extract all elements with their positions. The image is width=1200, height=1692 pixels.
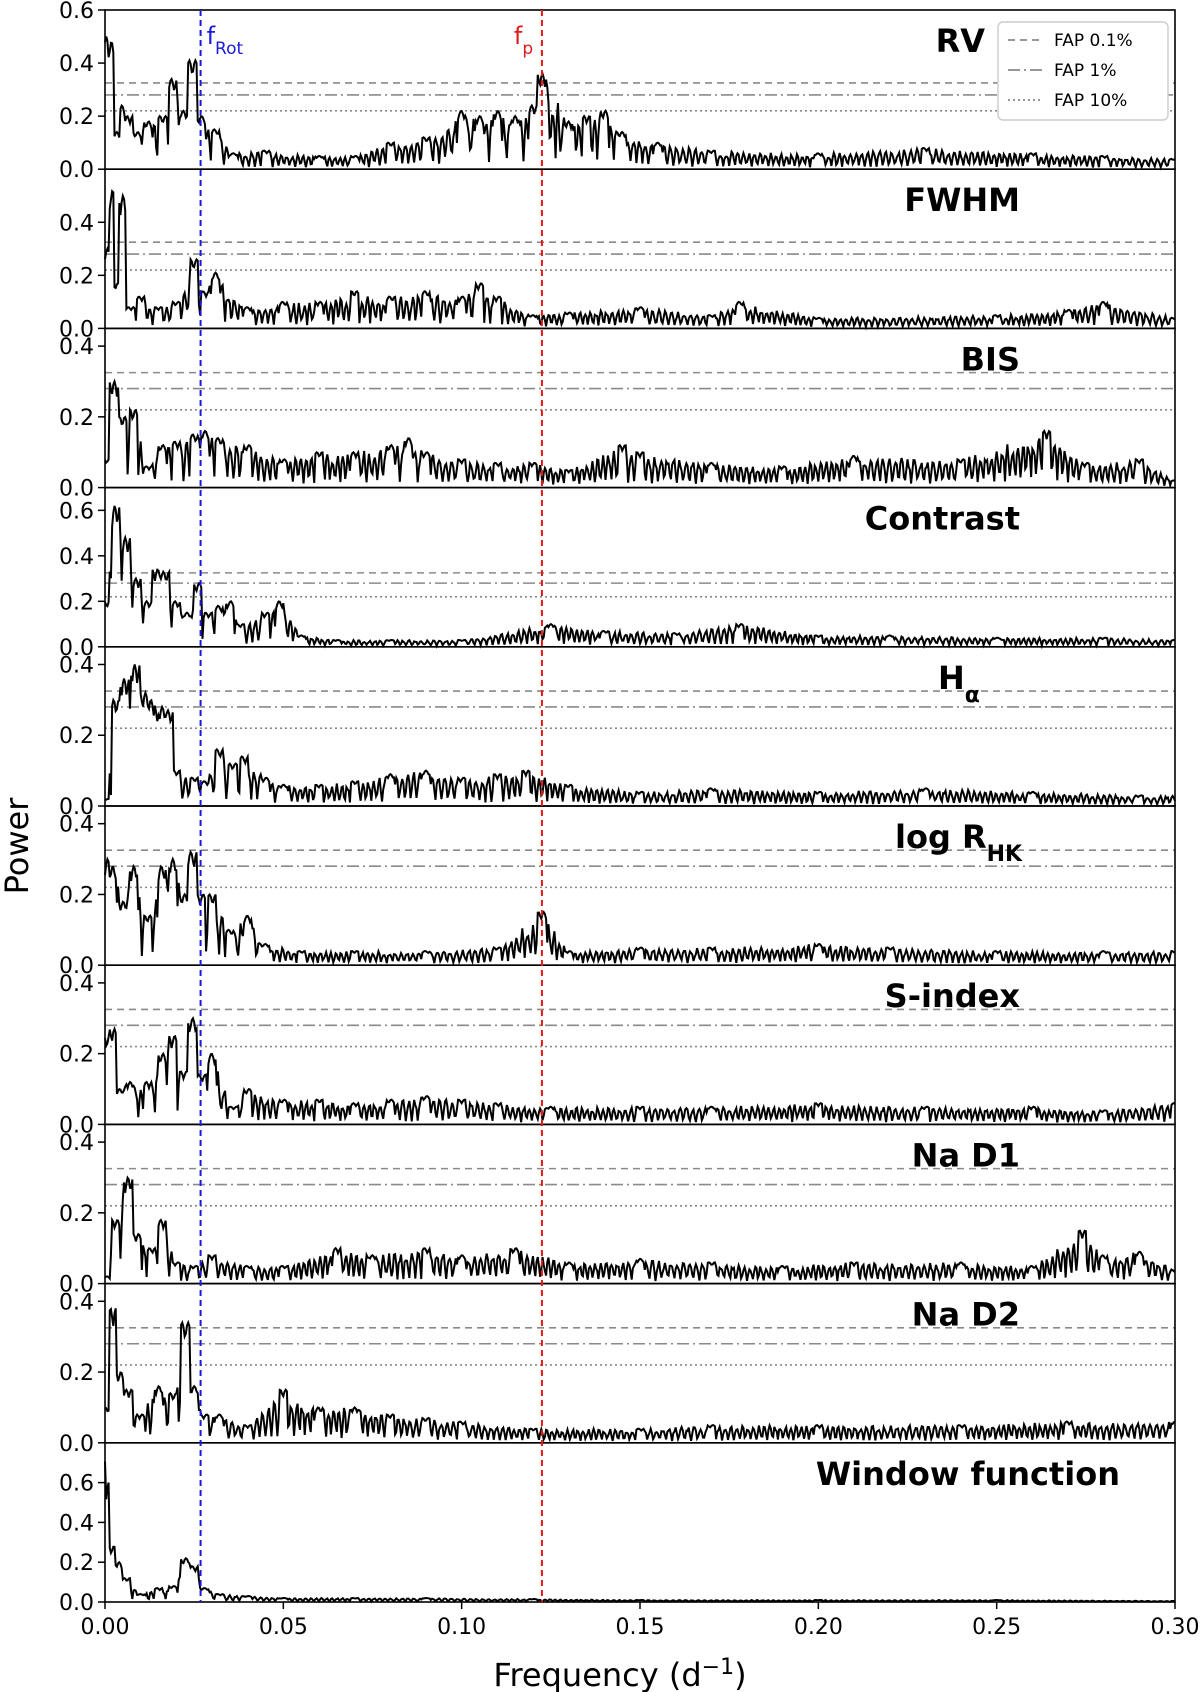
panel-label: Contrast xyxy=(865,500,1020,538)
y-tick-label: 0.4 xyxy=(59,52,94,77)
x-axis-label: Frequency (d−1) xyxy=(493,1655,746,1692)
y-tick-label: 0.4 xyxy=(59,653,94,678)
y-tick-label: 0.6 xyxy=(59,1472,94,1497)
y-tick-label: 0.0 xyxy=(59,1273,94,1298)
panel-s-index: 0.0 0.2 0.4 S-index xyxy=(59,964,1176,1138)
panel-label: log RHK xyxy=(895,818,1023,867)
panel-label-subscript: α xyxy=(965,682,980,707)
x-axis: 0.00 0.05 0.10 0.15 0.20 0.25 0.30 xyxy=(81,1602,1200,1640)
x-tick-label: 0.00 xyxy=(81,1615,130,1640)
panel-log-rhk: 0.0 0.2 0.4 log RHK xyxy=(59,805,1176,979)
y-tick-label: 0.2 xyxy=(59,264,94,289)
y-tick-label: 0.0 xyxy=(59,636,94,661)
y-tick-label: 0.0 xyxy=(59,954,94,979)
y-tick-label: 0.0 xyxy=(59,1432,94,1457)
power-curve xyxy=(104,378,1176,489)
panel-label: Window function xyxy=(816,1455,1120,1493)
panel-frame xyxy=(104,645,1176,807)
panel-label: Na D2 xyxy=(912,1296,1020,1334)
y-tick-label: 0.2 xyxy=(59,724,94,749)
panel-fwhm: 0.0 0.2 0.4 FWHM xyxy=(59,168,1176,342)
x-tick-label: 0.10 xyxy=(437,1615,486,1640)
panel-frame xyxy=(104,805,1176,966)
y-tick-label: 0.0 xyxy=(59,477,94,502)
marker-label-rot: fRot xyxy=(207,22,244,59)
marker-label-subscript: Rot xyxy=(215,39,243,59)
y-tick-label: 0.2 xyxy=(59,590,94,615)
panel-na-d1: 0.0 0.2 0.4 Na D1 xyxy=(59,1123,1176,1298)
power-curve xyxy=(104,1461,1176,1604)
panel-label: S-index xyxy=(885,977,1021,1015)
y-tick-label: 0.2 xyxy=(59,883,94,908)
y-tick-label: 0.2 xyxy=(59,1361,94,1386)
x-tick-label: 0.30 xyxy=(1151,1615,1200,1640)
power-curve xyxy=(104,849,1176,967)
y-tick-label: 0.4 xyxy=(59,545,94,570)
x-tick-label: 0.20 xyxy=(794,1615,843,1640)
y-axis-label: Power xyxy=(0,797,36,895)
y-tick-label: 0.4 xyxy=(59,335,94,360)
panel-bis: 0.0 0.2 0.4 BIS xyxy=(59,327,1176,502)
y-tick-label: 0.2 xyxy=(59,1043,94,1068)
y-tick-label: 0.4 xyxy=(59,813,94,838)
panel-label: Na D1 xyxy=(912,1136,1020,1174)
x-tick-label: 0.15 xyxy=(616,1615,665,1640)
panel-label: Hα xyxy=(938,659,980,708)
power-curve xyxy=(104,188,1176,331)
y-tick-label: 0.0 xyxy=(59,317,94,342)
legend-box xyxy=(997,21,1169,121)
panel-label: BIS xyxy=(961,340,1020,378)
y-tick-label: 0.0 xyxy=(59,1591,94,1616)
marker-label-p: fp xyxy=(514,22,533,59)
y-tick-label: 0.4 xyxy=(59,1290,94,1315)
power-curve xyxy=(104,1016,1176,1125)
y-tick-label: 0.4 xyxy=(59,1131,94,1156)
power-curve xyxy=(104,505,1176,650)
marker-label-subscript: p xyxy=(522,39,533,59)
x-tick-label: 0.05 xyxy=(259,1615,308,1640)
y-tick-label: 0.6 xyxy=(59,0,94,24)
panel-contrast: 0.0 0.2 0.4 0.6 Contrast xyxy=(59,486,1176,661)
y-tick-label: 0.2 xyxy=(59,1551,94,1576)
panel-hα: 0.0 0.2 0.4 Hα xyxy=(59,645,1176,820)
power-curve xyxy=(104,36,1176,171)
panel-window-function: 0.0 0.2 0.4 0.6 Window function xyxy=(59,1442,1176,1616)
panel-na-d2: 0.0 0.2 0.4 Na D2 xyxy=(59,1282,1176,1457)
panel-label: FWHM xyxy=(904,181,1020,219)
y-tick-label: 0.0 xyxy=(59,795,94,820)
y-tick-label: 0.4 xyxy=(59,972,94,997)
x-axis-label-end: ) xyxy=(734,1656,746,1692)
y-tick-label: 0.4 xyxy=(59,1511,94,1536)
legend-entry: FAP 0.1% xyxy=(1054,31,1133,51)
y-tick-label: 0.0 xyxy=(59,1113,94,1138)
panel-label: RV xyxy=(936,22,986,60)
y-tick-label: 0.2 xyxy=(59,105,94,130)
legend-entry: FAP 1% xyxy=(1054,61,1116,81)
y-tick-label: 0.0 xyxy=(59,158,94,183)
y-tick-label: 0.6 xyxy=(59,499,94,524)
panel-label-subscript: HK xyxy=(987,842,1023,867)
legend: FAP 0.1% FAP 1% FAP 10% xyxy=(997,21,1169,121)
power-curve xyxy=(104,1175,1176,1283)
legend-entry: FAP 10% xyxy=(1054,91,1127,111)
y-tick-label: 0.4 xyxy=(59,211,94,236)
x-tick-label: 0.25 xyxy=(972,1615,1021,1640)
y-tick-label: 0.2 xyxy=(59,406,94,431)
y-tick-label: 0.2 xyxy=(59,1202,94,1227)
power-curve xyxy=(104,664,1176,809)
x-axis-label-superscript: −1 xyxy=(702,1655,734,1680)
power-curve xyxy=(104,1306,1176,1444)
